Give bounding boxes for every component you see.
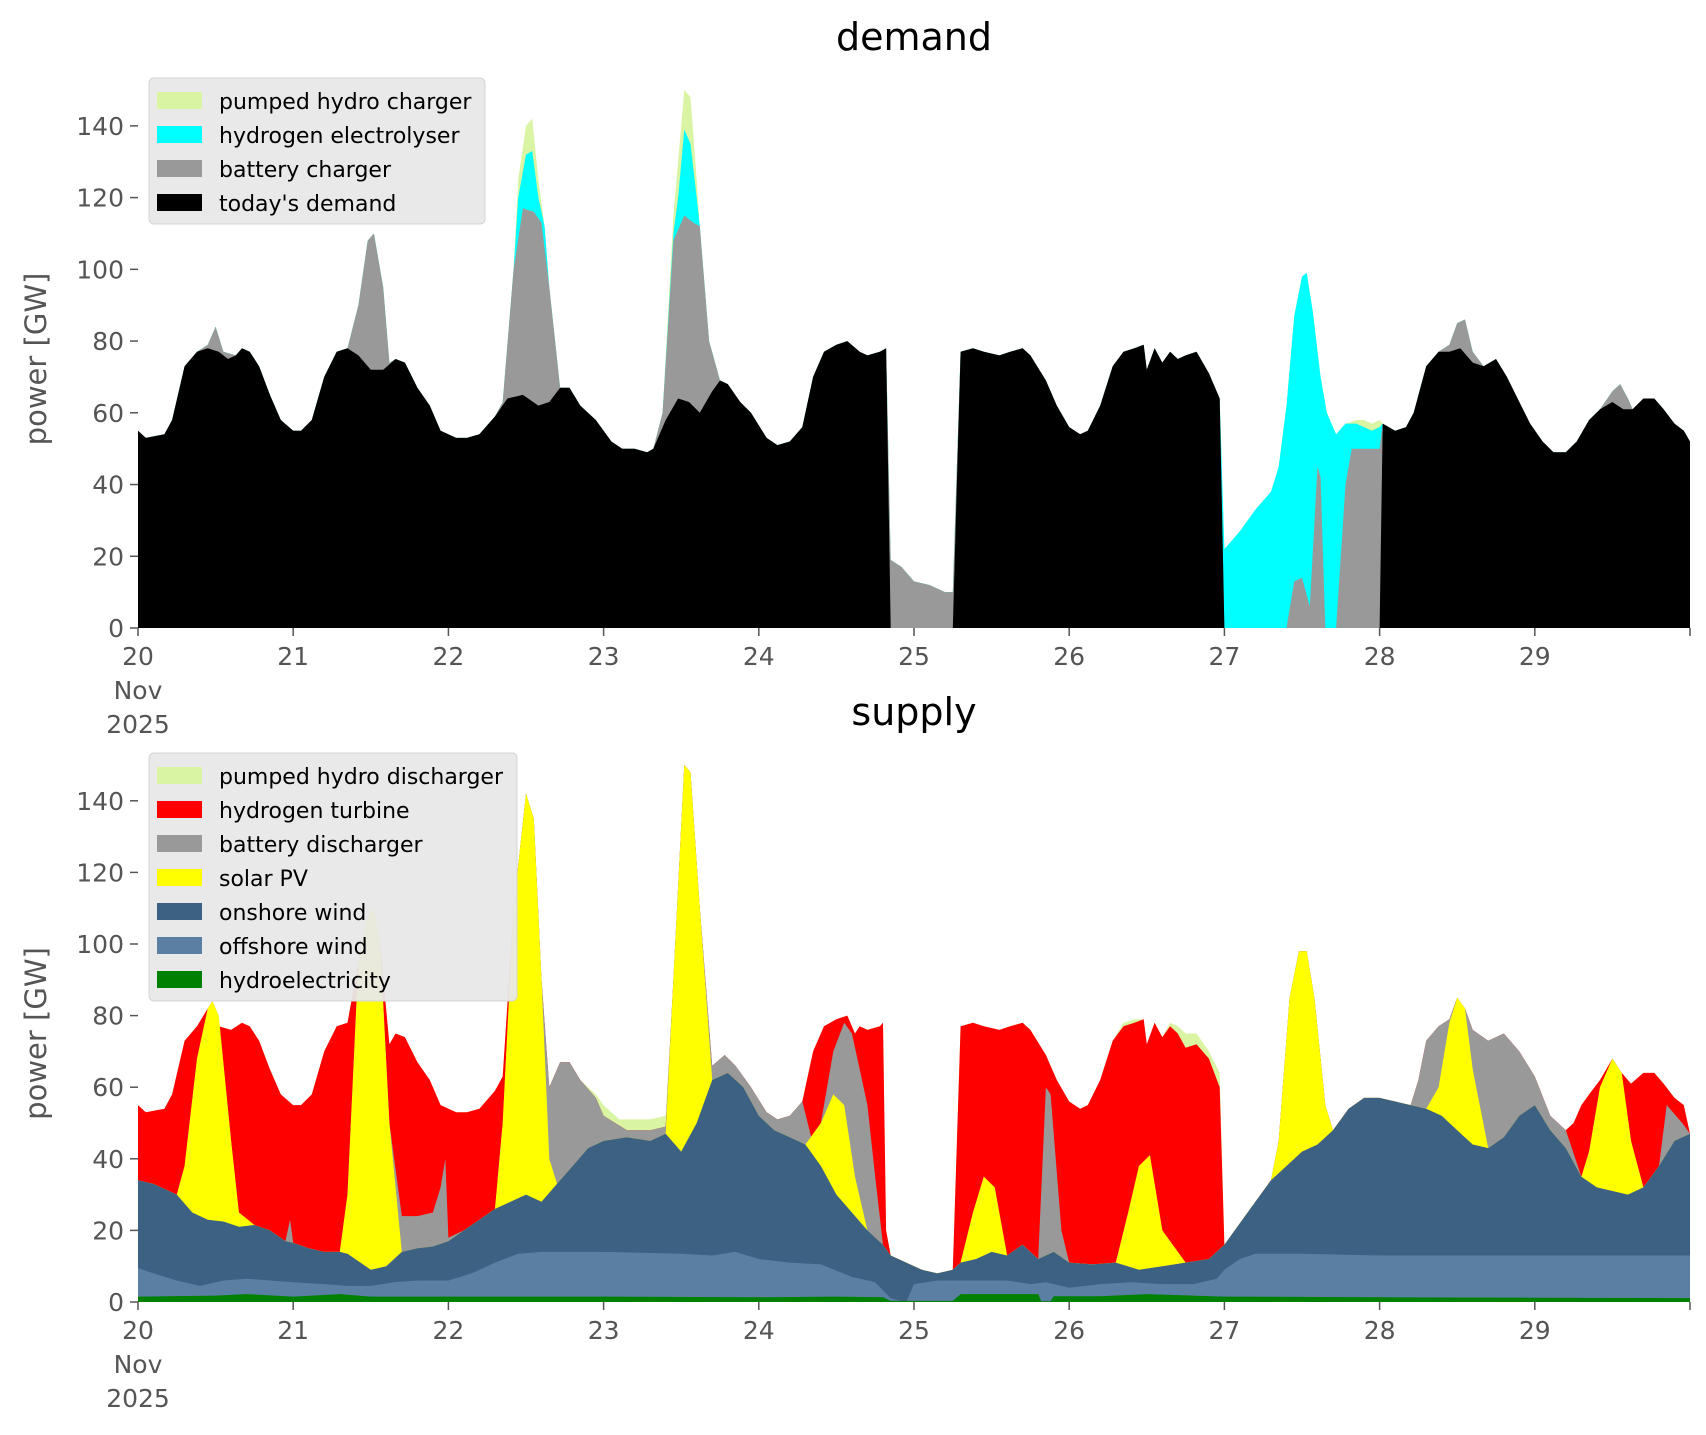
demand-ytick-label: 0 bbox=[108, 614, 124, 643]
supply-xtick-label: 2025 bbox=[106, 1384, 170, 1413]
supply-legend-swatch bbox=[157, 971, 202, 988]
supply-legend-swatch bbox=[157, 767, 202, 784]
demand-legend-item-today-s-demand: today's demand bbox=[157, 192, 396, 217]
supply-legend-swatch bbox=[157, 801, 202, 818]
demand-xtick-label: 26 bbox=[1053, 642, 1085, 671]
supply-xtick-label: 23 bbox=[588, 1316, 620, 1345]
demand-xtick-label: 23 bbox=[588, 642, 620, 671]
demand-legend-item-hydrogen-electrolyser: hydrogen electrolyser bbox=[157, 124, 460, 149]
supply-xtick-label: Nov bbox=[114, 1350, 163, 1379]
supply-xtick-label: 28 bbox=[1364, 1316, 1396, 1345]
demand-legend-swatch bbox=[157, 92, 202, 109]
supply-legend-swatch bbox=[157, 937, 202, 954]
demand-ytick-label: 120 bbox=[76, 184, 124, 213]
supply-chart-title: supply bbox=[851, 690, 976, 734]
supply-xtick-label: 22 bbox=[432, 1316, 464, 1345]
demand-xtick-label: 24 bbox=[743, 642, 775, 671]
demand-ytick-label: 60 bbox=[92, 399, 124, 428]
supply-legend-item-pumped-hydro-discharger: pumped hydro discharger bbox=[157, 765, 504, 790]
supply-area-hydroelectricity bbox=[138, 1294, 1690, 1302]
supply-ytick-label: 60 bbox=[92, 1073, 124, 1102]
supply-areas bbox=[138, 765, 1690, 1302]
supply-legend-swatch bbox=[157, 869, 202, 886]
demand-areas bbox=[138, 90, 1690, 628]
demand-legend-box bbox=[148, 77, 486, 225]
demand-xtick-label: 27 bbox=[1208, 642, 1240, 671]
supply-legend-item-hydrogen-turbine: hydrogen turbine bbox=[157, 799, 410, 824]
supply-legend-box bbox=[148, 752, 518, 1002]
demand-chart-title: demand bbox=[836, 15, 992, 59]
demand-legend-label: hydrogen electrolyser bbox=[219, 124, 460, 149]
supply-ytick-label: 20 bbox=[92, 1216, 124, 1245]
supply-legend-label: offshore wind bbox=[219, 935, 368, 960]
demand-legend-swatch bbox=[157, 160, 202, 177]
supply-xtick-label: 20 bbox=[122, 1316, 154, 1345]
supply-xtick-label: 25 bbox=[898, 1316, 930, 1345]
demand-ytick-label: 140 bbox=[76, 112, 124, 141]
supply-xtick-label: 24 bbox=[743, 1316, 775, 1345]
supply-legend-item-offshore-wind: offshore wind bbox=[157, 935, 368, 960]
supply-ytick-label: 100 bbox=[76, 930, 124, 959]
demand-legend-label: battery charger bbox=[219, 158, 392, 183]
demand-legend-label: today's demand bbox=[219, 192, 396, 217]
supply-xtick-label: 26 bbox=[1053, 1316, 1085, 1345]
supply-ytick-label: 80 bbox=[92, 1002, 124, 1031]
supply-area-onshore-wind bbox=[138, 1072, 1690, 1302]
supply-xtick-label: 21 bbox=[277, 1316, 309, 1345]
supply-xtick-label: 29 bbox=[1519, 1316, 1551, 1345]
supply-xtick-label: 27 bbox=[1208, 1316, 1240, 1345]
demand-legend: pumped hydro charger hydrogen electrolyse… bbox=[148, 77, 486, 225]
demand-legend-swatch bbox=[157, 126, 202, 143]
demand-area-today-s-demand bbox=[138, 341, 1690, 628]
supply-ytick-label: 120 bbox=[76, 858, 124, 887]
supply-area-offshore-wind bbox=[138, 1251, 1690, 1302]
demand-xtick-label: 20 bbox=[122, 642, 154, 671]
demand-legend-swatch bbox=[157, 194, 202, 211]
supply-legend-label: pumped hydro discharger bbox=[219, 765, 504, 790]
demand-ylabel: power [GW] bbox=[19, 273, 53, 446]
supply-legend-swatch bbox=[157, 903, 202, 920]
supply-legend-label: battery discharger bbox=[219, 833, 424, 858]
demand-xtick-label: 28 bbox=[1364, 642, 1396, 671]
demand-xtick-label: 2025 bbox=[106, 710, 170, 739]
demand-legend-item-battery-charger: battery charger bbox=[157, 158, 392, 183]
supply-legend-item-solar-pv: solar PV bbox=[157, 867, 308, 892]
demand-xtick-label: Nov bbox=[114, 676, 163, 705]
supply-legend-label: hydrogen turbine bbox=[219, 799, 410, 824]
demand-legend-item-pumped-hydro-charger: pumped hydro charger bbox=[157, 90, 472, 115]
demand-xtick-label: 25 bbox=[898, 642, 930, 671]
supply-ytick-label: 40 bbox=[92, 1145, 124, 1174]
demand-ytick-label: 20 bbox=[92, 542, 124, 571]
supply-legend-item-hydroelectricity: hydroelectricity bbox=[157, 969, 391, 994]
supply-ylabel: power [GW] bbox=[19, 947, 53, 1120]
demand-ytick-label: 100 bbox=[76, 255, 124, 284]
supply-ytick-label: 140 bbox=[76, 787, 124, 816]
supply-legend-item-battery-discharger: battery discharger bbox=[157, 833, 424, 858]
supply-legend-swatch bbox=[157, 835, 202, 852]
demand-xtick-label: 22 bbox=[432, 642, 464, 671]
supply-legend: pumped hydro discharger hydrogen turbine b… bbox=[148, 752, 518, 1002]
demand-ytick-label: 40 bbox=[92, 471, 124, 500]
supply-legend-item-onshore-wind: onshore wind bbox=[157, 901, 366, 926]
supply-legend-label: hydroelectricity bbox=[219, 969, 391, 994]
supply-legend-label: solar PV bbox=[219, 867, 308, 892]
supply-ytick-label: 0 bbox=[108, 1288, 124, 1317]
supply-legend-label: onshore wind bbox=[219, 901, 366, 926]
demand-ytick-label: 80 bbox=[92, 327, 124, 356]
demand-legend-label: pumped hydro charger bbox=[219, 90, 472, 115]
demand-xtick-label: 21 bbox=[277, 642, 309, 671]
demand-xtick-label: 29 bbox=[1519, 642, 1551, 671]
